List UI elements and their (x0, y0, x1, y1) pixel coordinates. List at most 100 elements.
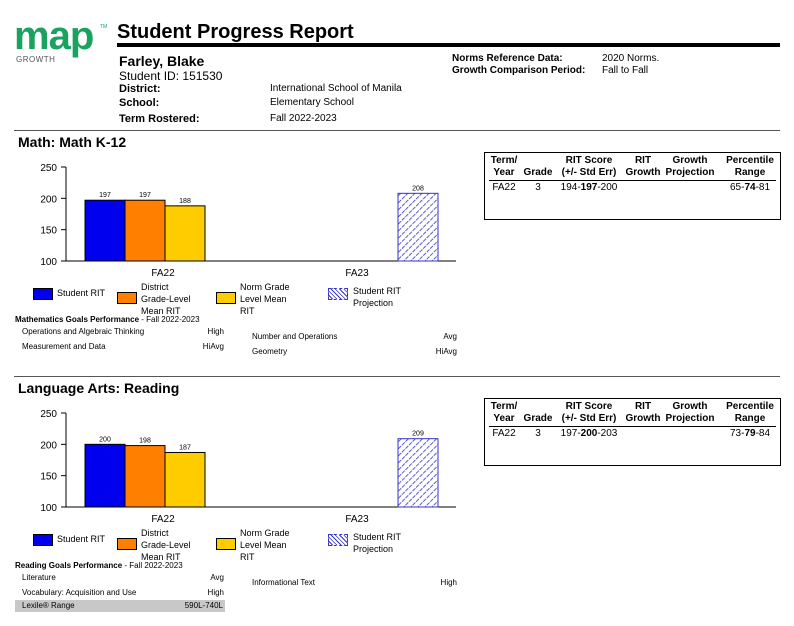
table-cell-rit-score: 194-197-200 (555, 182, 623, 193)
growth-period-label: Growth Comparison Period: (452, 65, 586, 76)
table-header-rule (489, 426, 776, 427)
title-bar (117, 43, 780, 47)
report-title: Student Progress Report (117, 21, 354, 43)
goal-value: Avg (210, 573, 224, 582)
pct-low: 73- (729, 428, 745, 439)
rit-low: 197- (560, 428, 581, 439)
x-tick-label: FA22 (151, 268, 175, 279)
district-value: International School of Manila (270, 83, 402, 94)
legend-label-district: District (141, 528, 169, 538)
student-name: Farley, Blake (119, 53, 205, 69)
legend-label-student: Student RIT (57, 288, 106, 298)
bar-value-label: 197 (99, 192, 111, 199)
table-header-rit-score: (+/- Std Err) (561, 413, 617, 424)
bar-norm-grade-level-mean-rit (164, 451, 206, 508)
table-header-growth-projection: Growth (672, 155, 708, 166)
math-rit-chart: 100 150 200 250 FA22 FA23 197 197 188 208 (40, 163, 456, 279)
table-cell-grade: 3 (535, 182, 541, 193)
math-section-title: Math: Math K-12 (18, 134, 127, 150)
legend-label-projection: Projection (353, 544, 394, 554)
table-header-percentile-range: Percentile (726, 155, 774, 166)
goal-value: HiAvg (435, 347, 457, 356)
logo-word: map (14, 14, 94, 58)
reading-rit-chart: 100 150 200 250 FA22 FA23 200 198 187 209 (40, 409, 456, 525)
legend-swatch-norm (216, 538, 236, 550)
legend-label-norm: Norm Grade (240, 282, 290, 292)
y-tick-label: 250 (40, 409, 57, 420)
goal-value: Avg (443, 332, 457, 341)
logo-tm: TM (100, 24, 108, 30)
goals-title-term: - Fall 2022-2023 (139, 315, 200, 324)
bar-student-rit (84, 199, 126, 262)
legend-label-norm: Norm Grade (240, 528, 290, 538)
table-header-growth-projection: Growth (672, 401, 708, 412)
pct-low: 65- (729, 182, 745, 193)
x-tick-label: FA23 (345, 268, 369, 279)
x-tick-label: FA23 (345, 514, 369, 525)
goals-title-term: - Fall 2022-2023 (122, 561, 183, 570)
table-cell-percentile: 73-79-84 (719, 428, 781, 439)
goal-value: High (207, 588, 224, 597)
y-tick-label: 100 (40, 257, 57, 268)
bar-value-label: 208 (412, 185, 424, 192)
student-id-value: 151530 (182, 69, 223, 83)
table-header-grade: Grade (523, 413, 553, 424)
table-cell-term: FA22 (492, 428, 516, 439)
rit-mid: 200 (580, 428, 598, 439)
student-id-label: Student ID: (119, 69, 180, 83)
legend-label-norm: RIT (240, 306, 255, 316)
lexile-value: 590L-740L (184, 601, 223, 610)
rit-high: -203 (597, 428, 618, 439)
legend-swatch-district (117, 538, 137, 550)
legend-label-district: Mean RIT (141, 552, 181, 562)
term-value: Fall 2022-2023 (270, 113, 337, 124)
legend-swatch-projection (328, 288, 348, 300)
goal-name: Vocabulary: Acquisition and Use (22, 588, 137, 597)
x-tick-label: FA22 (151, 514, 175, 525)
legend-swatch-student (33, 534, 53, 546)
section-divider-reading (14, 376, 780, 377)
district-label: District: (119, 83, 161, 95)
bar-district-grade-level-mean-rit (124, 445, 166, 508)
norms-ref-value: 2020 Norms. (602, 53, 660, 64)
goal-value: HiAvg (202, 342, 224, 351)
goal-name: Number and Operations (252, 332, 338, 341)
table-header-rule (489, 180, 776, 181)
table-header-rit-growth: RIT (634, 155, 652, 166)
term-label: Term Rostered: (119, 113, 200, 125)
table-header-growth-projection: Projection (665, 413, 715, 424)
legend-label-district: Grade-Level (141, 294, 191, 304)
table-header-term-year: Term/ (490, 401, 518, 412)
goals-title-bold: Mathematics Goals Performance (15, 315, 140, 324)
table-header-growth-projection: Projection (665, 167, 715, 178)
growth-period-value: Fall to Fall (602, 65, 649, 76)
legend-swatch-student (33, 288, 53, 300)
bar-student-rit (84, 443, 126, 508)
bar-value-label: 209 (412, 431, 424, 438)
y-tick-label: 100 (40, 503, 57, 514)
goal-name: Literature (22, 573, 56, 582)
table-header-grade: Grade (523, 167, 553, 178)
table-header-rit-growth: Growth (625, 413, 661, 424)
goal-name: Operations and Algebraic Thinking (22, 327, 145, 336)
table-header-percentile-range: Range (734, 413, 766, 424)
legend-label-norm: Level Mean (240, 540, 287, 550)
section-divider-math (14, 130, 780, 131)
goal-value: High (207, 327, 224, 336)
legend-swatch-projection (328, 534, 348, 546)
y-tick-label: 150 (40, 226, 57, 237)
table-cell-term: FA22 (492, 182, 516, 193)
legend-label-district: Grade-Level (141, 540, 191, 550)
table-header-term-year: Year (493, 167, 515, 178)
table-header-percentile-range: Range (734, 167, 766, 178)
table-header-percentile-range: Percentile (726, 401, 774, 412)
pct-high: -81 (755, 182, 771, 193)
table-header-rit-growth: Growth (625, 167, 661, 178)
legend-label-projection: Projection (353, 298, 394, 308)
rit-mid: 197 (580, 182, 598, 193)
school-value: Elementary School (270, 97, 354, 108)
rit-low: 194- (560, 182, 581, 193)
bar-value-label: 197 (139, 192, 151, 199)
math-rit-table: Term/Year Grade RIT Score (+/- Std Err) RIT G… (484, 152, 781, 220)
norms-ref-label: Norms Reference Data: (452, 53, 563, 64)
